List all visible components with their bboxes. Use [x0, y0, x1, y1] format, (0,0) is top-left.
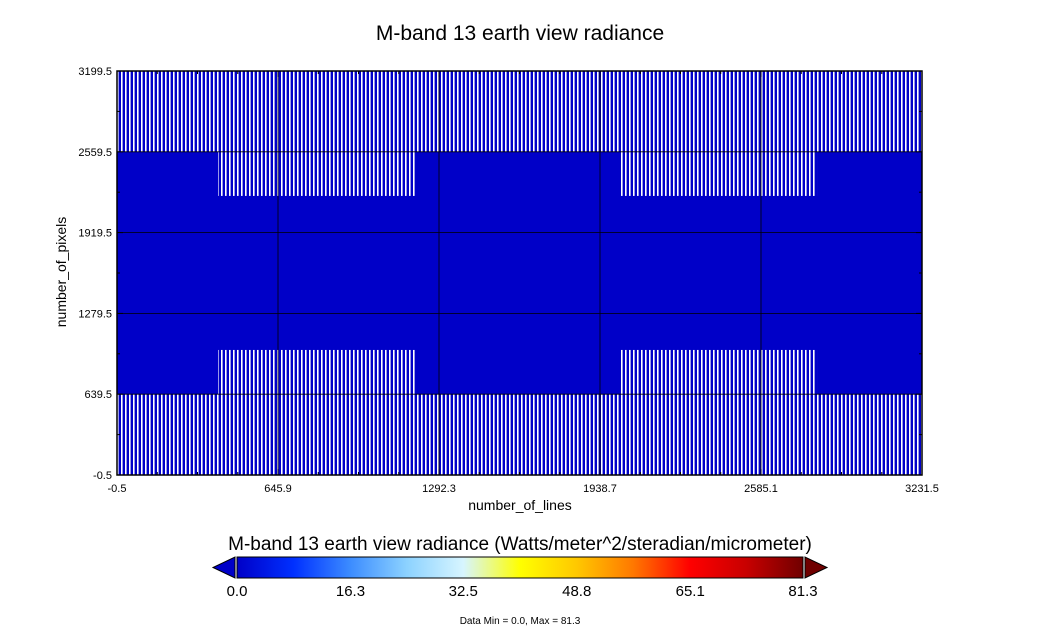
x-tick-label: 2585.1	[744, 483, 778, 495]
y-tick-label: 3199.5	[78, 66, 112, 78]
x-tick-label: -0.5	[108, 483, 127, 495]
colorbar-under-arrow	[211, 556, 236, 579]
plot-area	[117, 71, 922, 475]
stripe-region-4	[217, 349, 417, 395]
chart-title: M-band 13 earth view radiance	[376, 22, 664, 45]
x-tick-label: 3231.5	[905, 483, 939, 495]
stripe-region-2	[217, 151, 417, 196]
x-tick-label: 645.9	[264, 483, 292, 495]
y-tick-label: 1279.5	[78, 308, 112, 320]
ticks: -0.5 645.9 1292.3 1938.7 2585.1 3231.5 -0.5 639…	[78, 66, 938, 495]
stripe-region-0	[117, 71, 922, 152]
colorbar-title: M-band 13 earth view radiance (Watts/met…	[228, 534, 812, 555]
x-axis-label: number_of_lines	[468, 497, 572, 513]
stripe-region-5	[619, 349, 818, 395]
data-range-footer: Data Min = 0.0, Max = 81.3	[460, 616, 581, 627]
colorbar-tick-label: 81.3	[788, 583, 817, 600]
y-axis-label: number_of_pixels	[53, 217, 69, 328]
colorbar-tick-label: 65.1	[676, 583, 705, 600]
colorbar-over-arrow	[804, 556, 829, 579]
colorbar-tick-label: 0.0	[227, 583, 248, 600]
colorbar-tick-label: 32.5	[449, 583, 478, 600]
y-tick-label: -0.5	[93, 470, 112, 482]
colorbar-tick-label: 48.8	[562, 583, 591, 600]
colorbar-tick-label: 16.3	[336, 583, 365, 600]
stripe-region-3	[619, 151, 818, 196]
x-tick-label: 1292.3	[422, 483, 456, 495]
y-tick-label: 1919.5	[78, 228, 112, 240]
colorbar: 0.0 16.3 32.5 48.8 65.1 81.3	[211, 556, 829, 600]
colorbar-bar	[236, 556, 804, 579]
stripe-region-1	[117, 394, 922, 475]
x-tick-label: 1938.7	[583, 483, 617, 495]
y-tick-label: 2559.5	[78, 147, 112, 159]
y-tick-label: 639.5	[84, 389, 112, 401]
